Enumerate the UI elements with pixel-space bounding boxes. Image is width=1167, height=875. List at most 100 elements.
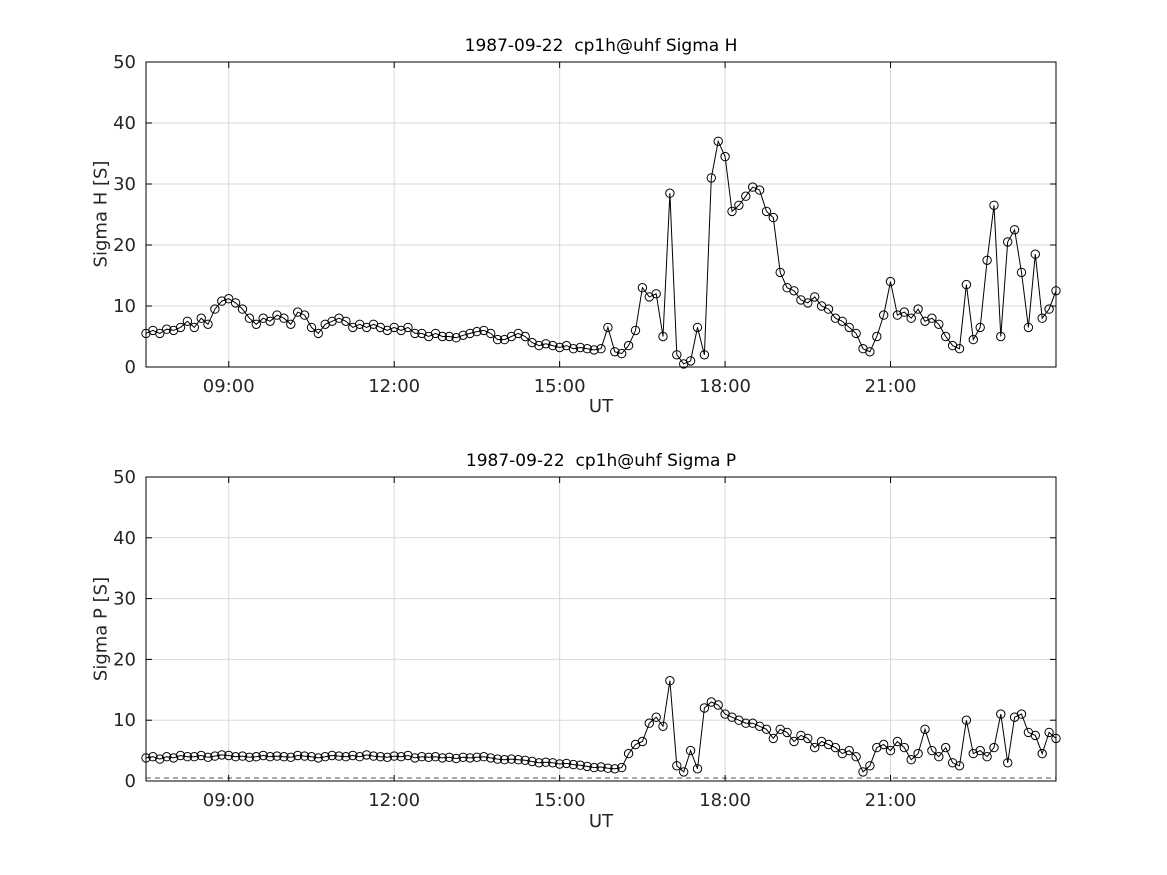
data-point-marker: [637, 736, 648, 747]
data-point-marker: [410, 328, 420, 339]
axes-box: [145, 61, 1057, 368]
data-point-marker: [685, 356, 696, 366]
data-point-marker: [203, 319, 213, 329]
data-point-marker: [899, 307, 909, 317]
data-point-marker: [148, 752, 158, 762]
data-point-marker: [934, 319, 944, 329]
y-tick-label: 40: [113, 528, 136, 549]
data-point-marker: [658, 721, 668, 731]
data-point-marker: [699, 350, 710, 360]
data-point-marker: [348, 750, 358, 761]
data-point-marker: [934, 752, 944, 762]
data-point-marker: [596, 344, 606, 354]
data-point-marker: [389, 751, 399, 761]
data-point-marker: [941, 742, 951, 753]
data-point-marker: [672, 761, 682, 771]
data-point-marker: [617, 348, 627, 359]
data-point-marker: [782, 727, 792, 738]
data-point-marker: [465, 753, 475, 763]
data-point-marker: [575, 760, 585, 770]
data-point-marker: [761, 206, 772, 217]
x-tick-label: 21:00: [865, 790, 917, 811]
data-point-marker: [982, 752, 992, 762]
data-point-marker: [327, 750, 337, 761]
data-point-marker: [761, 724, 772, 734]
data-point-marker: [768, 212, 778, 223]
data-point-marker: [830, 742, 841, 753]
data-point-marker: [230, 298, 241, 308]
data-point-marker: [534, 340, 544, 351]
x-tick-label: 15:00: [534, 376, 586, 397]
chart2-y-axis-label: Sigma P [S]: [90, 576, 112, 682]
data-point-marker: [851, 752, 861, 762]
data-point-marker: [472, 326, 482, 337]
data-point-marker: [741, 191, 751, 201]
data-point-marker: [741, 718, 751, 728]
data-point-marker: [1030, 249, 1041, 259]
data-point-marker: [251, 319, 261, 329]
data-point-marker: [541, 757, 551, 767]
data-point-marker: [1003, 237, 1013, 247]
data-point-marker: [451, 333, 461, 343]
data-point-marker: [162, 752, 172, 762]
data-point-marker: [913, 304, 923, 314]
data-point-marker: [658, 331, 668, 342]
y-tick-label: 20: [113, 235, 136, 256]
data-point-marker: [403, 322, 413, 333]
data-point-marker: [768, 733, 778, 744]
data-point-marker: [810, 742, 820, 753]
data-point-marker: [554, 759, 565, 769]
y-tick-label: 30: [113, 589, 136, 610]
y-tick-label: 20: [113, 649, 136, 670]
data-point-marker: [286, 319, 296, 329]
data-point-marker: [1023, 322, 1034, 333]
data-point-marker: [224, 294, 234, 304]
y-tick-label: 50: [113, 467, 136, 488]
x-tick-label: 18:00: [699, 376, 751, 397]
data-point-marker: [568, 759, 579, 770]
data-point-marker: [444, 752, 454, 762]
data-point-marker: [775, 267, 785, 278]
data-point-marker: [865, 761, 875, 771]
data-point-marker: [1044, 727, 1054, 738]
data-point-marker: [561, 758, 572, 769]
data-point-marker: [885, 276, 896, 287]
data-point-marker: [513, 755, 523, 765]
x-tick-label: 09:00: [203, 376, 255, 397]
data-point-marker: [961, 715, 972, 725]
data-point-marker: [210, 751, 220, 761]
x-tick-label: 12:00: [368, 790, 420, 811]
data-point-marker: [692, 322, 703, 333]
data-point-marker: [430, 752, 441, 762]
data-point-marker: [548, 758, 558, 768]
data-point-marker: [803, 733, 813, 744]
data-point-marker: [954, 344, 965, 354]
data-point-marker: [299, 310, 310, 320]
data-point-marker: [361, 750, 372, 760]
data-point-marker: [603, 763, 613, 773]
data-point-marker: [879, 310, 889, 320]
data-point-marker: [299, 751, 310, 761]
data-point-marker: [954, 761, 965, 771]
series-line: [145, 139, 1057, 365]
data-point-marker: [803, 298, 813, 308]
data-point-marker: [162, 324, 172, 334]
data-point-marker: [451, 753, 461, 764]
data-point-marker: [417, 752, 427, 762]
data-point-marker: [1016, 709, 1027, 719]
data-point-marker: [692, 764, 703, 774]
data-point-marker: [872, 331, 882, 342]
data-point-marker: [968, 334, 978, 345]
data-point-marker: [258, 750, 268, 761]
data-point-marker: [410, 753, 420, 763]
y-tick-label: 30: [113, 174, 136, 195]
data-point-marker: [155, 328, 165, 339]
y-tick-label: 40: [113, 113, 136, 134]
data-point-marker: [582, 344, 592, 354]
data-point-marker: [293, 750, 303, 761]
data-point-marker: [237, 751, 248, 761]
y-tick-label: 0: [125, 357, 136, 378]
data-point-marker: [630, 325, 641, 336]
data-point-marker: [479, 752, 489, 762]
